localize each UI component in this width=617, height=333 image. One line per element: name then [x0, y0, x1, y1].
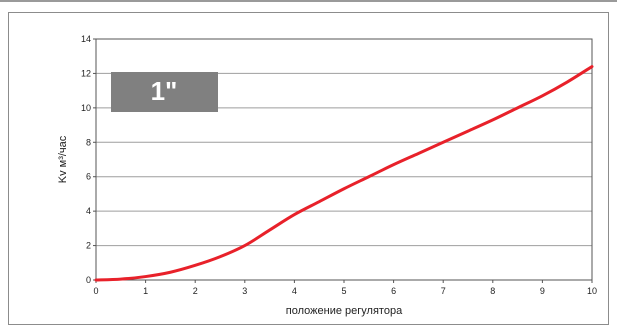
chart-frame [8, 12, 609, 325]
x-tick-label: 2 [193, 286, 198, 296]
y-tick-label: 8 [86, 137, 91, 147]
x-tick-label: 7 [441, 286, 446, 296]
y-tick-label: 2 [86, 241, 91, 251]
frame-top-border [0, 0, 617, 2]
x-tick-label: 3 [242, 286, 247, 296]
y-tick-label: 12 [81, 68, 91, 78]
size-badge-box [111, 72, 218, 112]
series-layer [94, 65, 594, 282]
x-tick-label: 10 [587, 286, 597, 296]
y-tick-label: 14 [81, 34, 91, 44]
x-tick-label: 1 [143, 286, 148, 296]
x-tick-label: 0 [93, 286, 98, 296]
x-tick-label: 5 [341, 286, 346, 296]
x-axis-title: положение регулятора [286, 305, 403, 317]
x-tick-label: 8 [490, 286, 495, 296]
y-axis-title: Kv м³/час [57, 135, 69, 183]
y-tick-label: 0 [86, 275, 91, 285]
size-badge-label: 1" [151, 76, 178, 106]
y-tick-label: 10 [81, 103, 91, 113]
x-tick-label: 4 [292, 286, 297, 296]
x-tick-label: 9 [540, 286, 545, 296]
x-tick-label: 6 [391, 286, 396, 296]
y-tick-label: 4 [86, 206, 91, 216]
series-line-0 [94, 65, 594, 282]
y-tick-label: 6 [86, 172, 91, 182]
size-badge: 1" [111, 72, 218, 112]
